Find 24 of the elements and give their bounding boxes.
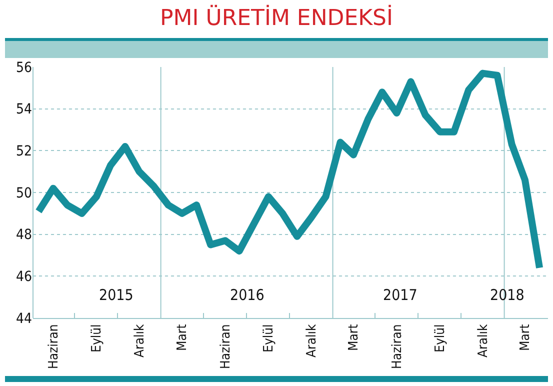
- x-tick-label: Haziran: [218, 324, 234, 369]
- x-tick-label: Aralık: [304, 324, 320, 358]
- x-tick-label: Aralık: [132, 324, 148, 358]
- annotation: 2015: [99, 286, 134, 304]
- annotation: 2018: [490, 286, 524, 304]
- y-tick-label: 56: [16, 60, 32, 76]
- y-tick-label: 48: [16, 227, 32, 244]
- x-tick-label: Mart: [518, 324, 534, 351]
- annotation: 2017: [383, 286, 418, 304]
- y-tick-label: 46: [16, 269, 32, 286]
- y-tick-label: 44: [16, 310, 32, 327]
- y-tick-label: 54: [16, 102, 32, 118]
- x-tick-label: Aralık: [476, 324, 491, 358]
- x-tick-label: Mart: [175, 324, 190, 351]
- x-tick-label: Haziran: [390, 324, 405, 369]
- x-tick-label: Eylül: [262, 324, 277, 352]
- y-tick-label: 52: [16, 144, 32, 160]
- chart-title: PMI ÜRETİM ENDEKSİ: [160, 4, 393, 32]
- y-tick-label: 50: [16, 185, 32, 202]
- x-tick-label: Eylül: [90, 324, 105, 352]
- x-tick-label: Mart: [346, 324, 362, 351]
- annotation: 2016: [230, 286, 264, 304]
- x-tick-label: Eylül: [433, 324, 448, 352]
- x-tick-label: Haziran: [46, 324, 62, 369]
